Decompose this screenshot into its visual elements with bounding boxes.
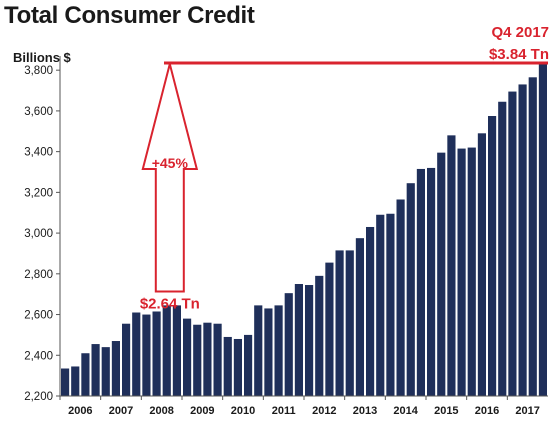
bar-36 <box>416 168 425 396</box>
bar-47 <box>528 77 537 396</box>
bar-25 <box>305 285 314 396</box>
bar-1 <box>61 368 70 396</box>
x-tick-label: 2006 <box>68 405 92 417</box>
bar-43 <box>488 116 497 396</box>
x-tick-label: 2010 <box>231 405 255 417</box>
bar-6 <box>111 341 120 396</box>
y-tick-label: 3,800 <box>24 65 53 77</box>
bar-45 <box>508 91 517 396</box>
latest-period-label: Q4 2017 <box>491 24 549 41</box>
bar-41 <box>467 147 476 396</box>
x-tick-label: 2009 <box>190 405 214 417</box>
y-tick-label: 3,200 <box>24 187 53 199</box>
bar-38 <box>437 152 446 396</box>
y-tick-label: 2,400 <box>24 350 53 362</box>
bar-10 <box>152 311 161 396</box>
x-tick-label: 2011 <box>272 405 296 417</box>
y-tick-label: 2,600 <box>24 310 53 322</box>
bar-24 <box>294 284 303 396</box>
bar-18 <box>233 338 242 396</box>
growth-arrow <box>141 63 199 293</box>
latest-value-label: $3.84 Tn <box>488 46 549 63</box>
x-tick-label: 2012 <box>312 405 336 417</box>
y-tick-label: 2,200 <box>24 391 53 403</box>
bar-19 <box>244 334 253 396</box>
y-axis-unit-label: Billions $ <box>13 50 71 65</box>
bar-7 <box>122 323 131 396</box>
bar-15 <box>203 322 212 396</box>
x-tick-label: 2014 <box>393 405 418 417</box>
bar-20 <box>254 305 263 396</box>
x-tick-label: 2007 <box>109 405 133 417</box>
bar-27 <box>325 262 334 396</box>
bar-26 <box>315 275 324 396</box>
bar-28 <box>335 250 344 396</box>
bar-16 <box>213 323 222 396</box>
growth-percent-label: +45% <box>152 155 189 171</box>
bar-2 <box>71 366 80 396</box>
x-tick-label: 2017 <box>515 405 539 417</box>
bar-11 <box>162 305 171 396</box>
x-tick-label: 2008 <box>149 405 173 417</box>
y-tick-label: 3,000 <box>24 228 53 240</box>
bar-14 <box>193 324 202 396</box>
bar-17 <box>223 336 232 396</box>
bar-39 <box>447 135 456 396</box>
bar-32 <box>376 214 385 396</box>
x-tick-label: 2015 <box>434 405 458 417</box>
bar-23 <box>284 293 293 396</box>
bar-40 <box>457 148 466 396</box>
bar-44 <box>498 101 507 396</box>
bar-13 <box>183 318 192 396</box>
chart-title: Total Consumer Credit <box>4 2 255 29</box>
bar-4 <box>91 344 100 396</box>
y-tick-label: 3,600 <box>24 106 53 118</box>
bar-21 <box>264 308 273 396</box>
y-tick-label: 3,400 <box>24 147 53 159</box>
bar-33 <box>386 213 395 396</box>
bar-48 <box>538 62 547 396</box>
x-tick-label: 2016 <box>475 405 499 417</box>
bar-35 <box>406 183 415 396</box>
bar-22 <box>274 305 283 396</box>
bar-12 <box>172 305 181 396</box>
y-tick-label: 2,800 <box>24 269 53 281</box>
low-value-label: $2.64 Tn <box>140 295 200 312</box>
bar-5 <box>101 347 110 396</box>
bar-37 <box>427 167 436 396</box>
bar-42 <box>477 133 486 396</box>
bar-8 <box>132 312 141 396</box>
bar-34 <box>396 199 405 396</box>
bar-46 <box>518 84 527 396</box>
bar-29 <box>345 250 354 396</box>
bar-31 <box>366 226 375 396</box>
bar-30 <box>355 238 364 396</box>
bar-9 <box>142 314 151 396</box>
x-tick-label: 2013 <box>353 405 377 417</box>
bar-3 <box>81 353 90 396</box>
